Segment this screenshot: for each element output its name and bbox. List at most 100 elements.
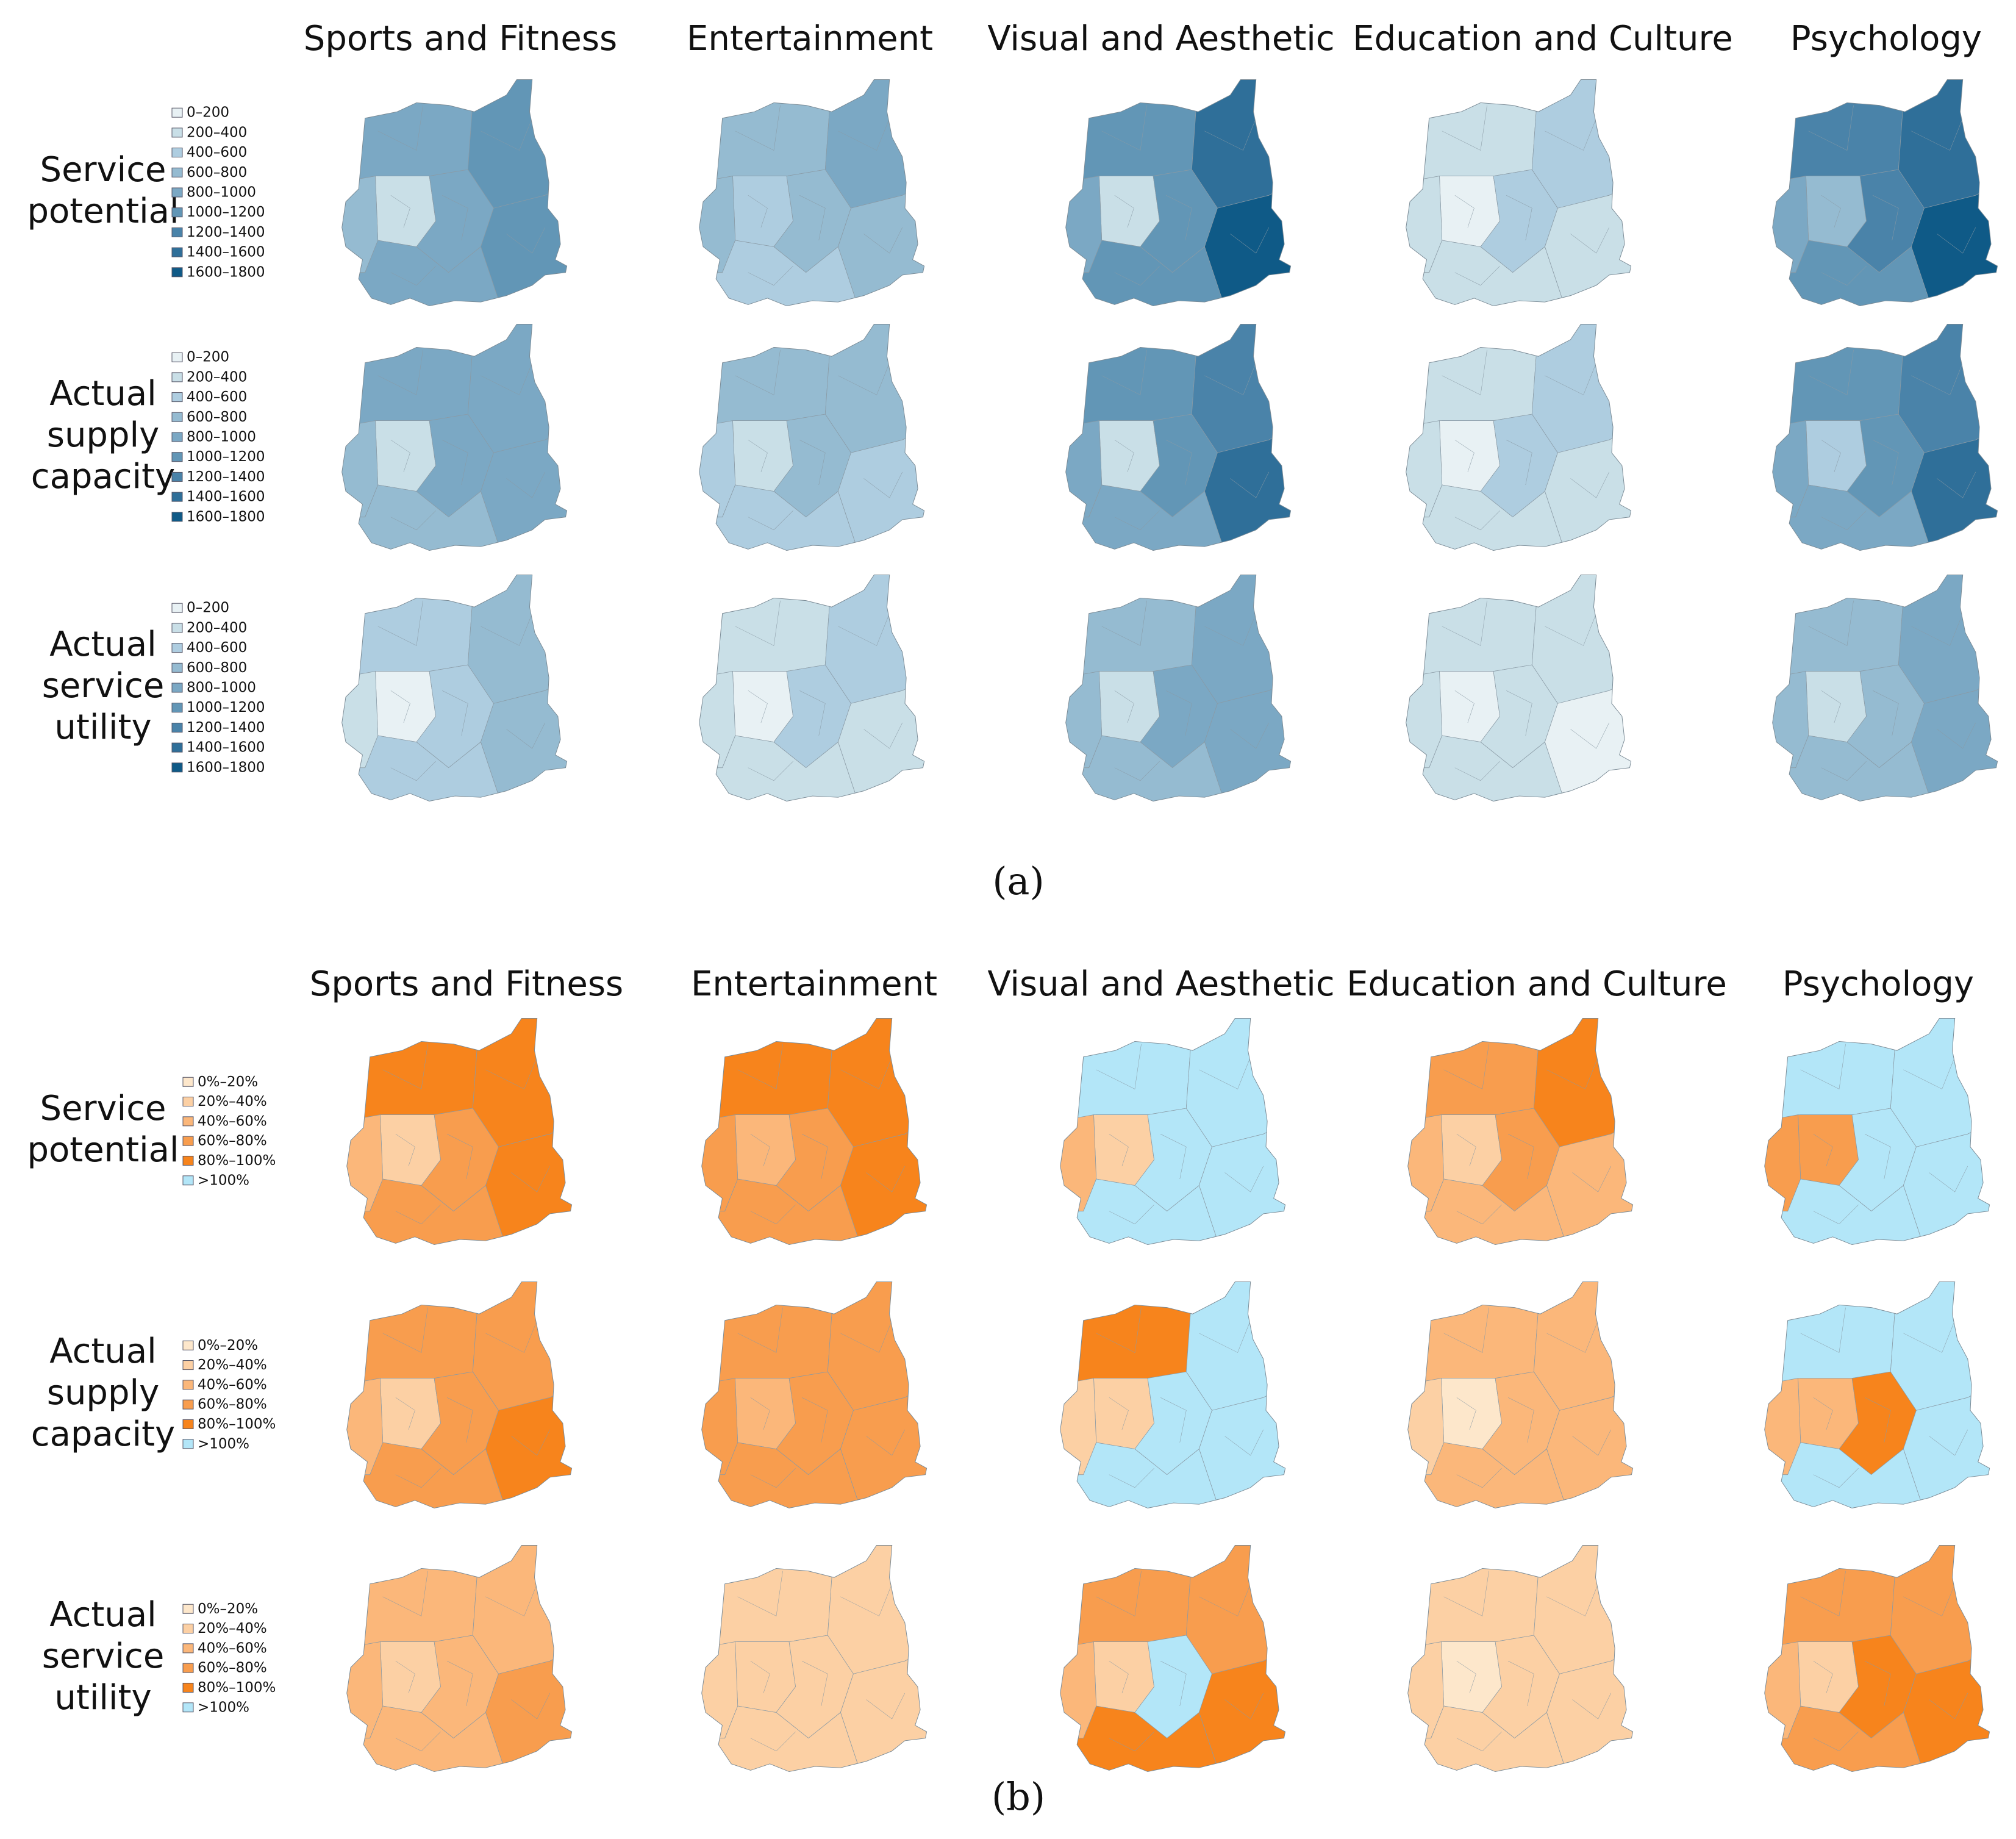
legend-swatch [171,512,183,522]
sub-district-line [506,722,546,749]
sub-district-line [1199,1320,1251,1353]
sub-district-line [737,1571,783,1616]
sub-district-line [1821,439,1841,472]
legend-swatch [171,392,183,403]
map-outline [701,1545,928,1772]
map-outline [701,1282,928,1508]
map-outline [346,1018,573,1245]
sub-district-line [1546,1583,1598,1616]
sub-district-line [1166,439,1192,486]
map-region [1191,324,1291,453]
sub-district-line [1903,1056,1955,1089]
map-outline [1060,1545,1286,1772]
legend-label: >100% [198,1699,249,1715]
sub-district-line [1114,195,1134,228]
sub-district-line [1800,1044,1846,1089]
district-map [1406,324,1632,551]
sub-district-line [1570,227,1610,254]
sub-district-line [1800,1307,1846,1353]
sub-district-line [1204,362,1256,395]
sub-district-line [1545,613,1596,646]
legend-label: >100% [198,1172,249,1188]
legend-swatch [171,107,183,118]
legend-label: 400–600 [187,640,247,656]
map-outline [701,1018,928,1245]
sub-district-line [1813,1660,1833,1693]
caption: (b) [992,1774,1045,1819]
part-b: Sports and Fitness Entertainment Visual an… [27,964,1990,1819]
map-region [1890,1545,1990,1674]
legend-swatch [171,187,183,198]
sub-district-line [1109,1468,1154,1488]
sub-district-line [1204,613,1256,646]
map-region [699,575,832,678]
sub-district-line [1572,1166,1612,1192]
map-region [1898,575,1998,704]
map-region [1407,1282,1541,1385]
sub-district-line [1454,195,1474,228]
sub-district-line [395,1204,441,1225]
legend-label: 80%–100% [198,1680,276,1696]
sub-district-line [802,1660,828,1707]
sub-district-line [447,1397,473,1443]
district-map [1065,79,1292,306]
legend-label: 60%–80% [198,1660,267,1676]
legend-label: 1200–1400 [187,469,265,485]
sub-district-line [840,1583,892,1616]
legend-swatch [171,662,183,673]
legend-label: 80%–100% [198,1416,276,1432]
sub-district-line [1911,118,1963,151]
map-outline [1772,324,1998,551]
sub-district-line [1570,471,1610,498]
legend-label: 0%–20% [198,1338,258,1353]
sub-district-line [395,1397,415,1430]
sub-district-line [1442,105,1487,151]
sub-district-line [1813,1468,1859,1488]
map-region [346,1545,480,1649]
legend-label: 600–800 [187,660,247,676]
legend-swatch [182,1663,194,1673]
map-outline [1764,1282,1990,1508]
map-outline [1764,1018,1990,1245]
legend-label: 1200–1400 [187,720,265,736]
sub-district-line [799,195,826,241]
caption: (a) [992,859,1044,903]
sub-district-line [1454,690,1474,723]
sub-district-line [447,1660,473,1707]
sub-district-line [382,1571,428,1616]
district-map [1065,575,1292,801]
sub-district-line [1456,1731,1502,1752]
row-label: service [42,666,165,706]
sub-district-line [750,1660,770,1693]
map-region [701,1282,835,1385]
sub-district-line [1821,195,1841,228]
sub-district-line [1456,1204,1502,1225]
sub-district-line [442,195,468,241]
legend-swatch [171,722,183,733]
sub-district-line [511,1693,551,1719]
sub-district-line [735,105,781,151]
sub-district-line [1456,1660,1476,1693]
map-region [1764,1282,1898,1385]
map-region [1191,575,1291,704]
map-region [824,324,924,453]
sub-district-line [735,600,781,646]
map-region [346,1018,480,1122]
sub-district-line [1443,1044,1489,1089]
sub-district-line [1911,613,1963,646]
legend-swatch [171,148,183,158]
sub-district-line [1454,761,1500,781]
sub-district-line [1821,690,1841,723]
legend-swatch [171,703,183,713]
map-region [699,79,832,183]
sub-district-line [748,761,793,781]
map-region [341,79,475,183]
map-outline [1060,1282,1286,1508]
map-region [1407,1545,1541,1649]
sub-district-line [1109,1660,1129,1693]
map-outline [1407,1282,1634,1508]
district-map [341,575,568,801]
map-region [1772,324,1906,428]
legend-swatch [171,643,183,653]
row-label: Actual [49,1332,156,1371]
